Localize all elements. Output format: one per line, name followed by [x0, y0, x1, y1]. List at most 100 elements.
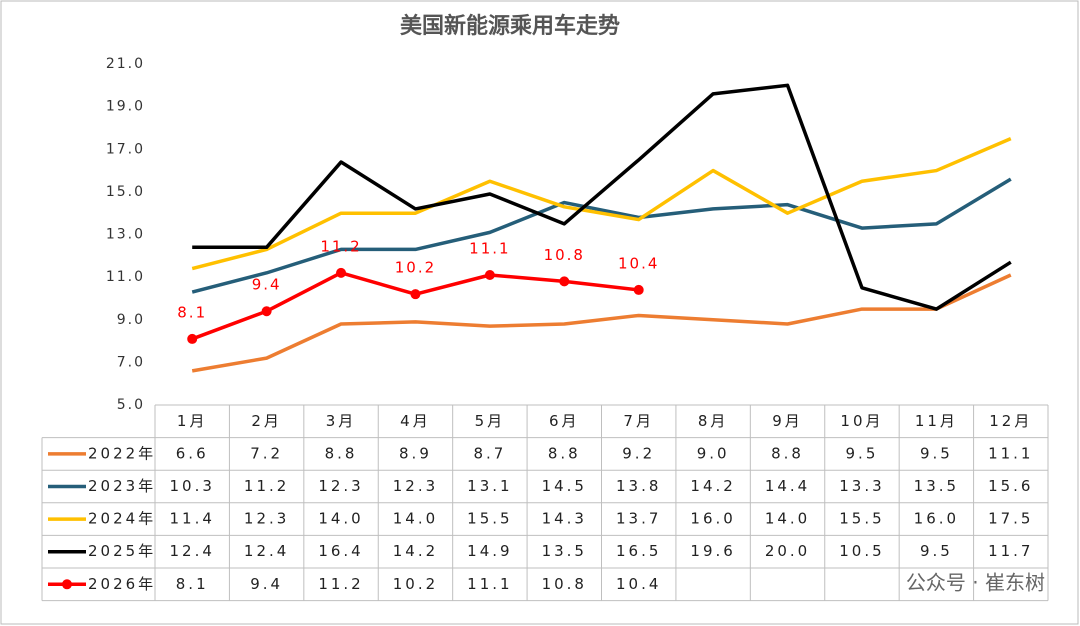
table-cell: 16.0 — [690, 510, 735, 528]
point-marker — [484, 269, 495, 280]
x-tick-label: 7月 — [623, 412, 654, 430]
table-cell: 19.6 — [690, 542, 735, 560]
series-line — [192, 83, 1012, 311]
table-cell: 20.0 — [765, 542, 810, 560]
table-cell: 12.3 — [318, 477, 363, 495]
table-cell: 10.4 — [616, 575, 661, 593]
legend-label: 2023年 — [88, 477, 156, 495]
table-cell: 11.2 — [318, 575, 363, 593]
series-line — [191, 273, 1012, 373]
y-tick-label: 15.0 — [106, 184, 145, 200]
x-tick-label: 3月 — [326, 412, 357, 430]
x-tick-label: 8月 — [698, 412, 729, 430]
point-marker — [559, 276, 570, 287]
data-label: 10.2 — [395, 259, 436, 277]
table-cell: 6.6 — [176, 444, 209, 462]
data-label: 9.4 — [252, 276, 282, 294]
table-cell: 8.9 — [399, 444, 432, 462]
table-cell: 16.0 — [914, 510, 959, 528]
table-cell: 7.2 — [250, 444, 283, 462]
table-cell: 8.8 — [325, 444, 358, 462]
watermark: 公众号 · 崔东树 — [906, 571, 1045, 595]
y-tick-label: 17.0 — [106, 141, 145, 157]
table-cell: 13.3 — [839, 477, 884, 495]
table-cell: 9.5 — [920, 542, 953, 560]
table-cell: 10.3 — [170, 477, 215, 495]
table-cell: 9.4 — [250, 575, 283, 593]
table-cell: 10.8 — [542, 575, 587, 593]
table-cell: 15.5 — [839, 510, 884, 528]
legend-label: 2026年 — [88, 575, 156, 593]
table-cell: 13.1 — [467, 477, 512, 495]
table-cell: 8.7 — [473, 444, 506, 462]
table-cell: 14.4 — [765, 477, 810, 495]
table-cell: 14.0 — [318, 510, 363, 528]
table-cell: 14.2 — [690, 477, 735, 495]
table-cell: 14.0 — [765, 510, 810, 528]
table-cell: 10.5 — [839, 542, 884, 560]
x-tick-label: 6月 — [549, 412, 580, 430]
y-tick-label: 9.0 — [117, 312, 145, 328]
y-tick-label: 5.0 — [117, 397, 145, 413]
x-tick-label: 10月 — [840, 412, 883, 430]
series-line — [191, 177, 1012, 294]
point-marker — [187, 333, 198, 344]
table-cell: 14.5 — [542, 477, 587, 495]
y-tick-label: 21.0 — [106, 56, 145, 72]
y-tick-label: 11.0 — [106, 269, 145, 285]
legend-label: 2022年 — [88, 444, 156, 462]
table-cell: 12.4 — [170, 542, 215, 560]
table-cell: 11.7 — [988, 542, 1033, 560]
table-cell: 11.1 — [988, 444, 1033, 462]
point-marker — [633, 284, 644, 295]
table-cell: 10.2 — [393, 575, 438, 593]
legend-label: 2024年 — [88, 510, 156, 528]
table-cell: 11.2 — [244, 477, 289, 495]
point-marker — [261, 306, 272, 317]
table-cell: 8.8 — [771, 444, 804, 462]
table-cell: 9.5 — [920, 444, 953, 462]
table-cell: 8.8 — [548, 444, 581, 462]
table-cell: 16.4 — [318, 542, 363, 560]
table-cell: 12.3 — [244, 510, 289, 528]
table-cell: 14.3 — [542, 510, 587, 528]
y-tick-label: 19.0 — [106, 99, 145, 115]
y-tick-label: 13.0 — [106, 227, 145, 243]
x-tick-label: 5月 — [475, 412, 506, 430]
table-cell: 17.5 — [988, 510, 1033, 528]
table-cell: 13.8 — [616, 477, 661, 495]
table-cell: 14.9 — [467, 542, 512, 560]
data-label: 11.1 — [469, 239, 510, 257]
table-cell: 9.5 — [846, 444, 879, 462]
point-marker — [410, 289, 421, 300]
x-tick-label: 12月 — [989, 412, 1032, 430]
table-cell: 13.5 — [542, 542, 587, 560]
table-cell: 12.4 — [244, 542, 289, 560]
table-cell: 13.7 — [616, 510, 661, 528]
table-cell: 16.5 — [616, 542, 661, 560]
data-label: 11.2 — [320, 237, 361, 255]
table-cell: 14.0 — [393, 510, 438, 528]
table-cell: 9.2 — [622, 444, 655, 462]
data-label: 8.1 — [177, 303, 207, 321]
legend-label: 2025年 — [88, 542, 156, 560]
table-cell: 13.5 — [914, 477, 959, 495]
series-line — [191, 136, 1012, 271]
table-cell: 11.4 — [170, 510, 215, 528]
chart-title: 美国新能源乘用车走势 — [400, 13, 620, 39]
point-marker — [336, 267, 347, 278]
table-cell: 15.5 — [467, 510, 512, 528]
x-tick-label: 9月 — [772, 412, 803, 430]
table-cell: 15.6 — [988, 477, 1033, 495]
x-tick-label: 1月 — [177, 412, 208, 430]
legend-marker — [62, 579, 72, 590]
x-tick-label: 4月 — [400, 412, 431, 430]
x-tick-label: 2月 — [251, 412, 282, 430]
y-tick-label: 7.0 — [117, 354, 145, 370]
x-tick-label: 11月 — [915, 412, 958, 430]
data-label: 10.4 — [618, 254, 659, 272]
table-cell: 11.1 — [467, 575, 512, 593]
table-cell: 9.0 — [697, 444, 730, 462]
